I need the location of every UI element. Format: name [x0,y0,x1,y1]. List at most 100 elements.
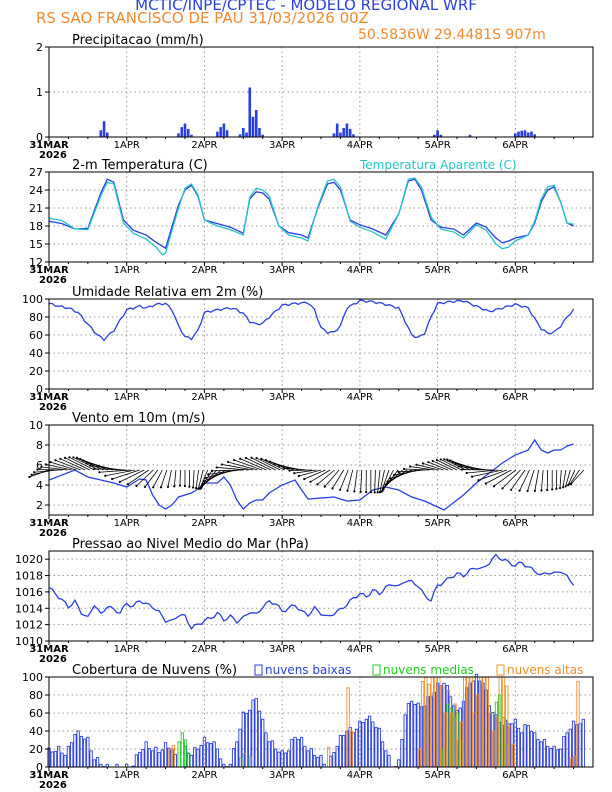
wind-arrow-head [111,477,114,481]
cloud-bar [76,730,80,768]
x-tick-label: 6APR [502,265,528,276]
cloud-bar [387,754,391,768]
wind-arrow-head [232,458,236,462]
cloud-bar [286,750,291,768]
wind-arrow [360,469,363,492]
y-tick-label: 18 [29,220,43,233]
y-tick-label: 60 [29,329,43,342]
x-tick-label: 2APR [191,770,217,781]
station-location-date: RS SAO FRANCISCO DE PAU 31/03/2026 00Z [36,9,369,27]
panel-title: Precipitacao (mm/h) [72,33,204,48]
wind-arrow-head [283,467,286,470]
wind-arrow-head [454,462,457,465]
cloud-bar [95,757,100,768]
cloud-bar [338,735,343,768]
cloud-bar [63,754,67,768]
cloud-bar [562,735,566,768]
wind-arrow-head [226,460,230,464]
wind-arrow [227,461,258,471]
wind-arrow [233,459,263,471]
wind-arrow-head [273,462,276,465]
x-tick-label: 1APR [114,518,140,529]
cloud-bar [86,736,90,768]
wind-arrow [379,469,385,493]
cloud-bar [539,741,543,768]
wind-arrow-head [501,487,504,490]
wind-arrow [256,457,281,471]
cloud-bar [342,735,346,768]
wind-arrow-head [359,490,362,493]
wind-arrow-head [346,489,349,492]
series-line [49,299,575,342]
wind-arrow-head [244,456,248,460]
wind-arrow-head [200,485,203,488]
wind-arrow [127,469,149,485]
wind-arrow-head [278,464,281,467]
cloud-bar [306,750,310,768]
wind-arrow-head [143,485,147,488]
cloud-bar [549,748,553,768]
cloud-bar [410,700,414,768]
wind-arrow-head [40,465,43,469]
y-tick-label: 60 [29,707,43,720]
wind-arrow [324,469,340,487]
wind-arrow [398,469,426,473]
precip-bar [517,131,520,137]
cloud-bar [53,750,58,768]
wind-arrow [416,464,439,471]
legend-swatch [254,664,263,676]
cloud-bar [235,741,239,768]
panel-precip: 0 1 2 31MAR 1APR 2APR 3APR 4APR 5APR 6APR 2026 Prec… [29,33,594,161]
wind-arrow [510,469,526,491]
wind-arrow-head [104,474,107,477]
cloud-bar [367,715,372,768]
cloud-bar [215,748,220,768]
wind-arrow [332,469,345,489]
wind-arrow [144,469,159,488]
cloud-bar [384,750,388,768]
y-tick-label: 0 [36,761,43,774]
wind-arrow-head [293,472,296,475]
cloud-bar [154,746,158,768]
cloud-bar [354,728,359,768]
y-tick-label: 0 [36,383,43,396]
wind-arrow-head [421,462,425,465]
cloud-bar [212,741,216,768]
wind-arrow-head [239,457,242,460]
wind-arrow [304,469,326,480]
wind-arrow-head [533,489,536,492]
wind-arrow [112,469,140,480]
panel-umid: 0 20 40 60 80 100 31MAR 1APR 2APR 3APR 4APR 5APR 6AP… [22,285,594,413]
wind-arrow [493,469,517,487]
cloud-bar [199,744,203,768]
cloud-bar [231,748,236,768]
wind-arrow [519,469,530,491]
x-tick-label: 3APR [269,770,295,781]
wind-arrow-head [561,486,565,489]
x-tick-label: 31MAR [29,140,69,151]
wind-arrow-head [484,482,487,485]
wind-arrow-head [518,489,521,492]
precip-bar [436,130,439,137]
wind-arrow-head [204,476,207,480]
wind-arrow-head [461,468,464,471]
wind-arrow [570,469,585,484]
y-tick-label: 24 [29,184,43,197]
cloud-bar [377,727,381,768]
y-tick-label: 15 [29,238,43,251]
panel-title: Cobertura de Nuvens (%) [72,663,237,678]
precip-bar [186,128,190,137]
precip-bar [520,130,524,137]
wind-arrow [222,464,254,471]
wind-arrow-head [465,471,468,475]
wind-arrow [216,467,249,471]
cloud-bar [361,722,365,768]
x-tick-label: 4APR [347,518,373,529]
wind-arrow-head [439,458,442,461]
x-tick-label: 4APR [347,265,373,276]
cloud-bar [555,749,560,768]
cloud-bar [293,736,297,768]
y-tick-label: 4 [36,479,43,492]
cloud-bar [526,725,530,768]
x-tick-label: 31MAR [29,518,69,529]
